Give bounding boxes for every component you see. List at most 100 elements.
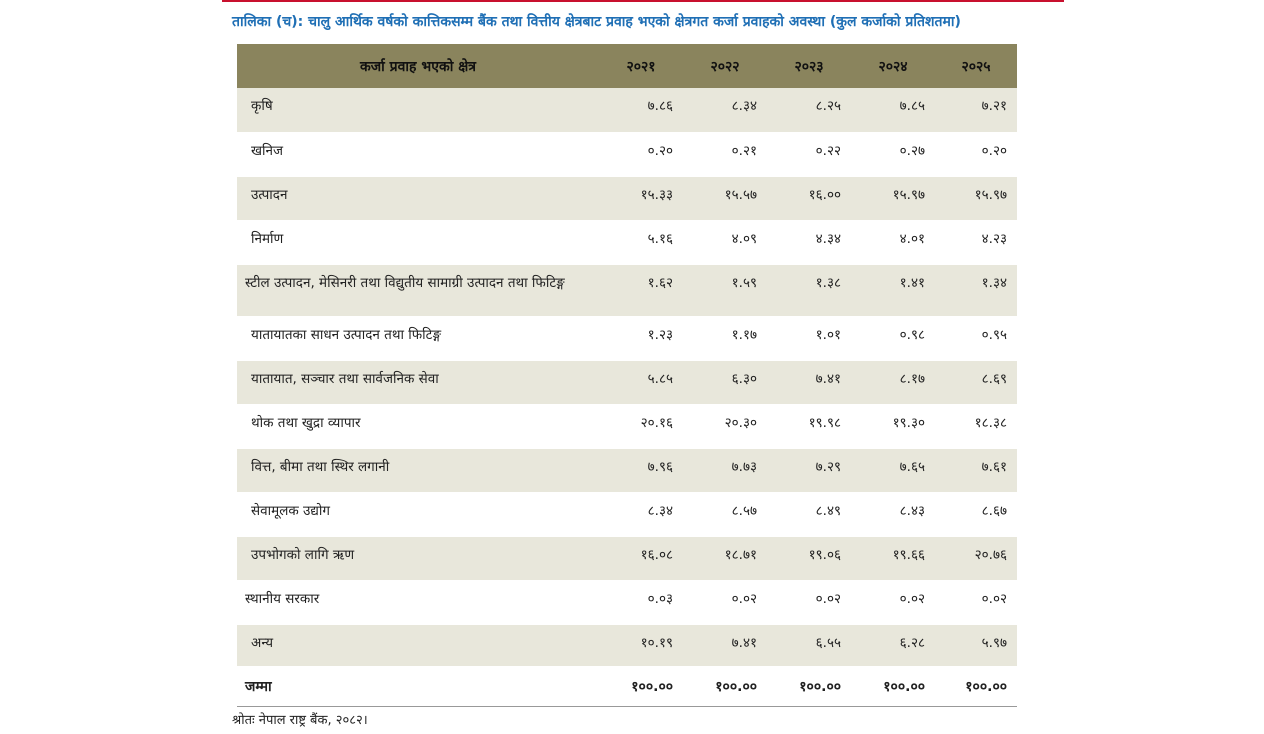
cell-value: १.५९: [683, 264, 767, 317]
table-row: थोक तथा खुद्रा व्यापार २०.१६ २०.३० १९.९८…: [237, 404, 1017, 449]
cell-value: २०.१६: [599, 404, 683, 449]
cell-value: ७.४१: [767, 360, 851, 405]
cell-value: ४.०९: [683, 220, 767, 265]
table-row: यातायात, सञ्चार तथा सार्वजनिक सेवा ५.८५ …: [237, 360, 1017, 405]
cell-value: ८.२५: [767, 88, 851, 133]
cell-value: ८.६७: [935, 492, 1017, 537]
table-caption: तालिका (च): चालु आर्थिक वर्षको कात्तिकसम…: [232, 14, 961, 30]
credit-sector-table: कर्जा प्रवाह भएको क्षेत्र २०२१ २०२२ २०२३…: [237, 44, 1017, 707]
total-row: जम्मा १००.०० १००.०० १००.०० १००.०० १००.००: [237, 665, 1017, 707]
cell-value: ४.०१: [851, 220, 935, 265]
cell-value: १८.३८: [935, 404, 1017, 449]
cell-value: ०.०२: [935, 580, 1017, 625]
table-row: सेवामूलक उद्योग ८.३४ ८.५७ ८.४९ ८.४३ ८.६७: [237, 492, 1017, 537]
row-label: उत्पादन: [237, 176, 599, 221]
cell-value: १०.१९: [599, 624, 683, 667]
cell-value: ५.१६: [599, 220, 683, 265]
table-row: वित्त, बीमा तथा स्थिर लगानी ७.९६ ७.७३ ७.…: [237, 448, 1017, 493]
cell-value: १.२३: [599, 316, 683, 361]
cell-value: ८.३४: [683, 88, 767, 133]
total-value: १००.००: [767, 665, 851, 707]
cell-value: २०.७६: [935, 536, 1017, 581]
cell-value: ०.२०: [599, 132, 683, 177]
cell-value: ६.३०: [683, 360, 767, 405]
table-row: स्थानीय सरकार ०.०३ ०.०२ ०.०२ ०.०२ ०.०२: [237, 580, 1017, 625]
cell-value: १५.९७: [935, 176, 1017, 221]
header-year-2021: २०२१: [599, 44, 683, 88]
cell-value: १५.५७: [683, 176, 767, 221]
cell-value: १६.०८: [599, 536, 683, 581]
cell-value: ०.०२: [767, 580, 851, 625]
cell-value: १९.९८: [767, 404, 851, 449]
table-row: निर्माण ५.१६ ४.०९ ४.३४ ४.०१ ४.२३: [237, 220, 1017, 265]
cell-value: ८.१७: [851, 360, 935, 405]
source-note: श्रोतः नेपाल राष्ट्र बैंक, २०८२।: [232, 713, 368, 728]
row-label: कृषि: [237, 88, 599, 133]
row-label: निर्माण: [237, 220, 599, 265]
cell-value: १८.७१: [683, 536, 767, 581]
cell-value: १९.६६: [851, 536, 935, 581]
row-label: स्थानीय सरकार: [237, 580, 599, 625]
cell-value: ०.९८: [851, 316, 935, 361]
cell-value: ०.२७: [851, 132, 935, 177]
cell-value: ८.५७: [683, 492, 767, 537]
cell-value: ७.२१: [935, 88, 1017, 133]
cell-value: १९.३०: [851, 404, 935, 449]
cell-value: १.०१: [767, 316, 851, 361]
cell-value: ०.०२: [851, 580, 935, 625]
cell-value: ८.३४: [599, 492, 683, 537]
header-year-2024: २०२४: [851, 44, 935, 88]
total-value: १००.००: [851, 665, 935, 707]
table-row: स्टील उत्पादन, मेसिनरी तथा विद्युतीय साम…: [237, 264, 1017, 317]
total-value: १००.००: [683, 665, 767, 707]
cell-value: ६.२८: [851, 624, 935, 667]
cell-value: १.१७: [683, 316, 767, 361]
cell-value: ४.३४: [767, 220, 851, 265]
cell-value: १.६२: [599, 264, 683, 317]
row-label: उपभोगको लागि ऋण: [237, 536, 599, 581]
cell-value: ०.९५: [935, 316, 1017, 361]
total-label: जम्मा: [237, 665, 599, 707]
cell-value: १५.९७: [851, 176, 935, 221]
cell-value: ७.८५: [851, 88, 935, 133]
cell-value: ७.२९: [767, 448, 851, 493]
cell-value: ८.४३: [851, 492, 935, 537]
total-value: १००.००: [935, 665, 1017, 707]
row-label: थोक तथा खुद्रा व्यापार: [237, 404, 599, 449]
row-label: यातायात, सञ्चार तथा सार्वजनिक सेवा: [237, 360, 599, 405]
cell-value: १.३४: [935, 264, 1017, 317]
table-header-row: कर्जा प्रवाह भएको क्षेत्र २०२१ २०२२ २०२३…: [237, 44, 1017, 88]
cell-value: १९.०६: [767, 536, 851, 581]
header-year-2025: २०२५: [935, 44, 1017, 88]
header-sector: कर्जा प्रवाह भएको क्षेत्र: [237, 44, 599, 88]
cell-value: ७.६१: [935, 448, 1017, 493]
cell-value: ०.२१: [683, 132, 767, 177]
total-value: १००.००: [599, 665, 683, 707]
cell-value: २०.३०: [683, 404, 767, 449]
table-row: यातायातका साधन उत्पादन तथा फिटिङ्ग १.२३ …: [237, 316, 1017, 361]
cell-value: १.३८: [767, 264, 851, 317]
document-page: तालिका (च): चालु आर्थिक वर्षको कात्तिकसम…: [222, 0, 1064, 734]
cell-value: १६.००: [767, 176, 851, 221]
table-row: उपभोगको लागि ऋण १६.०८ १८.७१ १९.०६ १९.६६ …: [237, 536, 1017, 581]
row-label: यातायातका साधन उत्पादन तथा फिटिङ्ग: [237, 316, 599, 361]
cell-value: १५.३३: [599, 176, 683, 221]
cell-value: ७.८६: [599, 88, 683, 133]
row-label: अन्य: [237, 624, 599, 667]
cell-value: ८.६९: [935, 360, 1017, 405]
cell-value: ६.५५: [767, 624, 851, 667]
cell-value: ७.९६: [599, 448, 683, 493]
cell-value: ५.९७: [935, 624, 1017, 667]
cell-value: ७.४१: [683, 624, 767, 667]
top-rule: [222, 0, 1064, 2]
cell-value: ०.०२: [683, 580, 767, 625]
header-year-2023: २०२३: [767, 44, 851, 88]
table-row: अन्य १०.१९ ७.४१ ६.५५ ६.२८ ५.९७: [237, 624, 1017, 667]
cell-value: ७.६५: [851, 448, 935, 493]
cell-value: ०.०३: [599, 580, 683, 625]
cell-value: ७.७३: [683, 448, 767, 493]
cell-value: ५.८५: [599, 360, 683, 405]
cell-value: ०.२२: [767, 132, 851, 177]
cell-value: ४.२३: [935, 220, 1017, 265]
row-label: खनिज: [237, 132, 599, 177]
